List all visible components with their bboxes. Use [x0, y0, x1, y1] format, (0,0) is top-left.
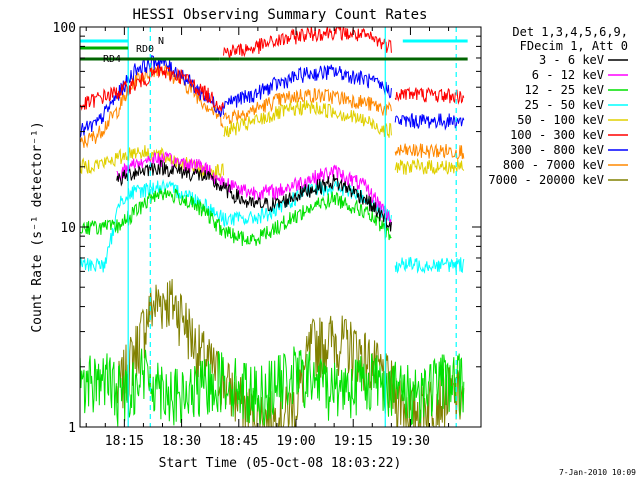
series-line	[80, 346, 465, 427]
legend-label: 800 - 7000 keV	[503, 158, 604, 172]
x-tick-label: 19:15	[334, 434, 373, 449]
y-axis-label: Count Rate (s⁻¹ detector⁻¹)	[30, 121, 45, 332]
date-stamp: 7-Jan-2010 10:09	[559, 468, 636, 477]
series-line	[80, 64, 224, 112]
series-line	[394, 143, 465, 160]
legend-label: 25 - 50 keV	[525, 98, 604, 112]
y-tick-label: 10	[60, 221, 76, 236]
flag-label: RD4	[103, 54, 121, 65]
series-group	[80, 27, 468, 427]
series-line	[223, 100, 392, 138]
series-line	[223, 27, 392, 59]
plot-area: N RD0 RD4	[80, 27, 468, 427]
series-line	[116, 159, 392, 232]
legend-label: 50 - 100 keV	[517, 113, 604, 127]
series-line	[394, 86, 465, 105]
flag-label: N	[158, 36, 164, 47]
x-tick-label: 19:30	[391, 434, 430, 449]
legend-header: FDecim 1, Att 0	[520, 39, 628, 53]
flag-label: RD0	[136, 44, 154, 55]
series-6-12-kev	[116, 151, 392, 226]
series-line	[80, 63, 224, 149]
series-line	[394, 113, 465, 131]
series-800-7000-kev	[80, 63, 465, 160]
x-tick-label: 19:00	[276, 434, 315, 449]
series-line	[116, 151, 392, 226]
series-line	[394, 157, 465, 175]
axes: 18:15 18:30 18:45 19:00 19:15 19:30 1 10 100	[53, 21, 481, 449]
legend-label: 6 - 12 keV	[532, 68, 604, 82]
series-line	[223, 87, 392, 125]
legend-label: 7000 - 20000 keV	[488, 173, 604, 187]
chart-title: HESSI Observing Summary Count Rates	[132, 7, 427, 23]
y-tick-label: 100	[53, 21, 76, 36]
x-tick-label: 18:45	[219, 434, 258, 449]
x-axis-label: Start Time (05-Oct-08 18:03:22)	[159, 456, 402, 471]
legend-label: 3 - 6 keV	[539, 53, 604, 67]
series-7000-20000-kev	[116, 278, 465, 427]
series-line	[80, 179, 392, 273]
x-tick-label: 18:15	[105, 434, 144, 449]
legend-label: 12 - 25 keV	[525, 83, 604, 97]
legend-label: 100 - 300 keV	[510, 128, 604, 142]
series-12-25-kev	[80, 188, 465, 427]
x-tick-label: 18:30	[162, 434, 201, 449]
legend-label: 300 - 800 keV	[510, 143, 604, 157]
series-3-6-kev	[116, 159, 392, 232]
series-line	[116, 278, 465, 427]
series-line	[80, 188, 392, 247]
series-100-300-kev	[80, 27, 465, 112]
series-25-50-kev	[80, 179, 465, 274]
legend: Det 1,3,4,5,6,9,FDecim 1, Att 03 - 6 keV…	[488, 25, 628, 187]
series-line	[394, 256, 465, 274]
y-tick-label: 1	[68, 421, 76, 436]
legend-header: Det 1,3,4,5,6,9,	[512, 25, 628, 39]
series-line	[223, 64, 392, 109]
